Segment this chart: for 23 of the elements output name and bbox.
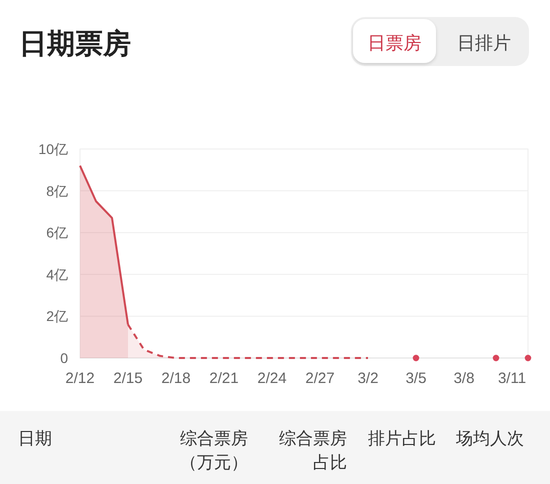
title: 日期票房 [19, 28, 131, 59]
x-tick-label: 3/11 [498, 370, 526, 387]
x-tick-label: 2/12 [65, 370, 95, 387]
y-tick-label: 2亿 [46, 308, 68, 324]
x-tick-label: 3/8 [454, 370, 474, 387]
y-tick-label: 4亿 [46, 266, 68, 282]
y-tick-label: 10亿 [38, 141, 68, 157]
y-tick-label: 6亿 [46, 224, 68, 241]
y-tick-label: 8亿 [46, 182, 68, 199]
column-header: 综合票房（万元） [180, 429, 248, 472]
x-tick-label: 3/5 [406, 370, 426, 387]
column-header: 排片占比 [368, 429, 436, 448]
y-tick-label: 0 [60, 350, 68, 366]
column-header: 日期 [18, 429, 52, 448]
x-tick-label: 2/18 [161, 370, 191, 387]
x-tick-label: 2/21 [209, 370, 239, 387]
x-tick-label: 2/27 [305, 370, 335, 387]
x-tick-label: 2/24 [257, 370, 287, 387]
column-header: 综合票房占比 [279, 429, 347, 472]
x-tick-label: 3/2 [358, 370, 378, 387]
column-header: 场均人次 [456, 429, 524, 448]
toggle: 日票房 日排片 [351, 17, 529, 66]
x-tick-label: 2/15 [113, 370, 143, 387]
